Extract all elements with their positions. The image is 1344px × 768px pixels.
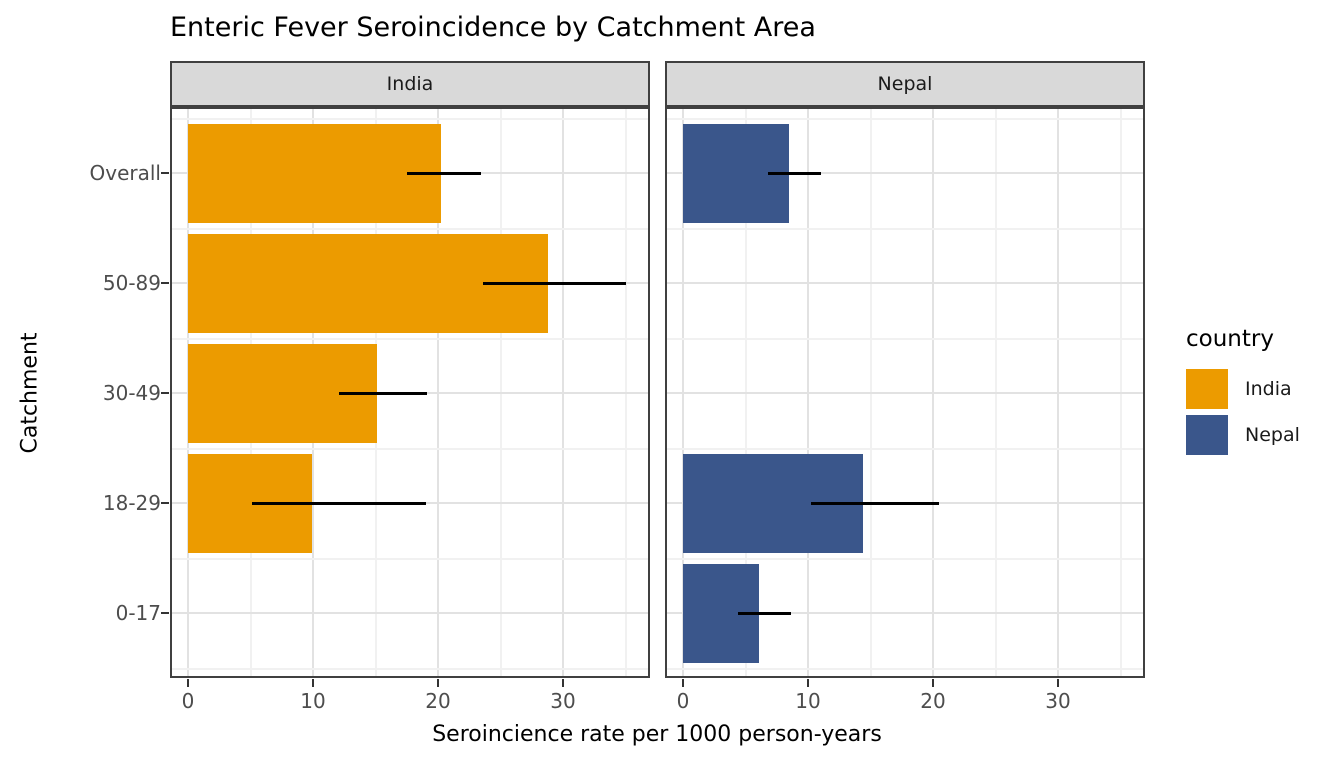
facet-strip: Nepal: [665, 61, 1145, 107]
gridline-major-horizontal: [667, 172, 1143, 174]
y-tick: [161, 502, 169, 504]
x-tick: [807, 679, 809, 687]
error-bar: [406, 171, 481, 175]
x-tick-label: 0: [181, 689, 195, 713]
gridline-major-horizontal: [667, 612, 1143, 614]
x-tick-label: 10: [300, 689, 326, 713]
x-tick: [682, 679, 684, 687]
gridline-minor-horizontal: [172, 228, 648, 230]
legend-item-label: Nepal: [1245, 424, 1300, 446]
gridline-minor-horizontal: [172, 118, 648, 120]
gridline-minor-horizontal: [667, 668, 1143, 670]
legend-item: India: [1186, 369, 1300, 409]
x-tick-label: 30: [550, 689, 576, 713]
y-tick: [161, 282, 169, 284]
gridline-minor-horizontal: [172, 558, 648, 560]
error-bar: [339, 391, 427, 395]
x-tick: [187, 679, 189, 687]
gridline-minor-horizontal: [667, 448, 1143, 450]
x-tick: [562, 679, 564, 687]
facet-strip: India: [170, 61, 650, 107]
x-tick-label: 0: [676, 689, 690, 713]
x-axis-title: Seroincience rate per 1000 person-years: [432, 722, 882, 747]
error-bar: [810, 501, 940, 505]
gridline-minor-horizontal: [667, 118, 1143, 120]
legend: country India Nepal: [1186, 326, 1300, 461]
y-tick: [161, 392, 169, 394]
gridline-minor-horizontal: [172, 448, 648, 450]
y-tick-label: 30-49: [102, 381, 161, 405]
legend-item-label: India: [1245, 378, 1292, 400]
facet-panel: [170, 107, 650, 678]
legend-items: India Nepal: [1186, 369, 1300, 455]
facet-strip-label: India: [386, 73, 434, 95]
legend-swatch: [1186, 369, 1228, 409]
gridline-minor-horizontal: [667, 228, 1143, 230]
x-tick-label: 10: [795, 689, 821, 713]
x-tick-label: 30: [1045, 689, 1071, 713]
bar-india-overall: [188, 123, 441, 223]
x-tick-label: 20: [920, 689, 946, 713]
gridline-minor-horizontal: [667, 338, 1143, 340]
error-bar: [251, 501, 426, 505]
y-tick: [161, 612, 169, 614]
y-tick-label: 0-17: [115, 601, 161, 625]
x-tick: [312, 679, 314, 687]
y-tick-label: 50-89: [102, 271, 161, 295]
legend-item: Nepal: [1186, 415, 1300, 455]
chart-title: Enteric Fever Seroincidence by Catchment…: [170, 12, 816, 43]
gridline-minor-horizontal: [172, 668, 648, 670]
gridline-minor-horizontal: [172, 338, 648, 340]
y-tick-label: 18-29: [102, 491, 161, 515]
legend-swatch: [1186, 415, 1228, 455]
error-bar: [738, 611, 791, 615]
x-tick-label: 20: [425, 689, 451, 713]
facet-strip-label: Nepal: [877, 73, 933, 95]
x-tick: [437, 679, 439, 687]
facet-panel: [665, 107, 1145, 678]
gridline-major-horizontal: [667, 282, 1143, 284]
y-tick-label: Overall: [89, 161, 161, 185]
error-bar: [768, 171, 821, 175]
x-tick: [1057, 679, 1059, 687]
legend-title: country: [1186, 326, 1274, 352]
gridline-minor-horizontal: [667, 558, 1143, 560]
x-tick: [932, 679, 934, 687]
gridline-major-horizontal: [172, 612, 648, 614]
y-tick: [161, 172, 169, 174]
gridline-major-horizontal: [667, 392, 1143, 394]
error-bar: [483, 281, 626, 285]
